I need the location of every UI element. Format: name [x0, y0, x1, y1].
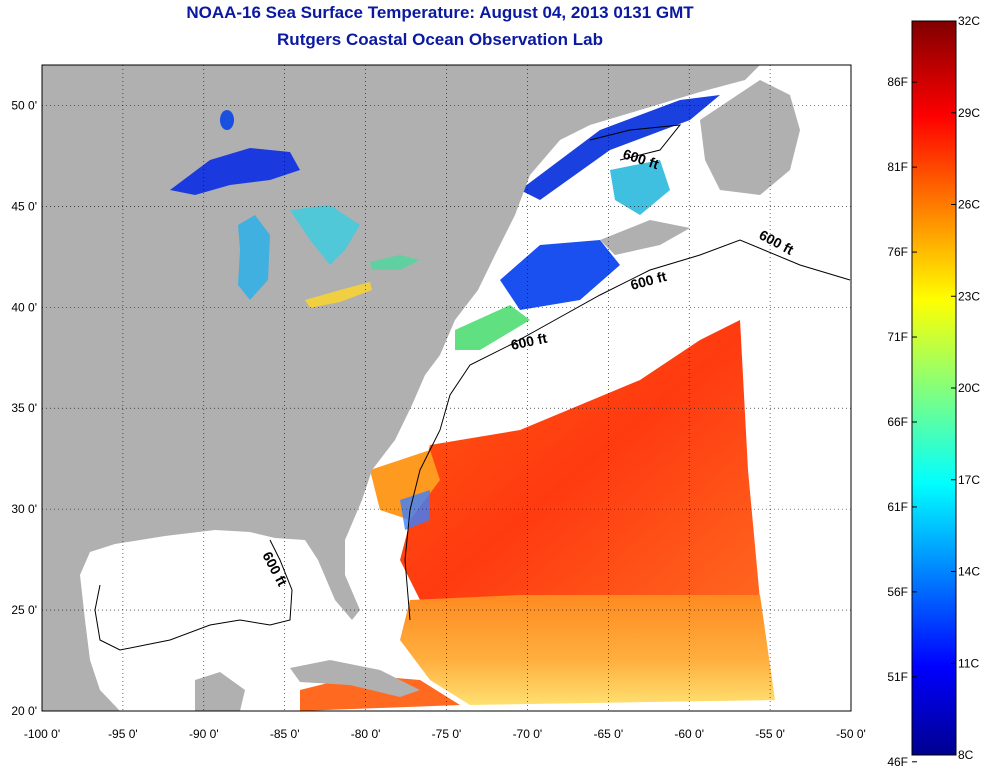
longitude-label: -75 0'	[432, 727, 462, 741]
colorbar-fahrenheit-label: 76F	[887, 245, 908, 259]
sst-coastal-blue-patch	[400, 490, 430, 530]
graticule	[42, 65, 851, 711]
longitude-label: -60 0'	[674, 727, 704, 741]
colorbar-fahrenheit-label: 51F	[887, 670, 908, 684]
sst-gulf-st-lawrence	[610, 160, 670, 215]
colorbar-celsius-label: 32C	[958, 14, 980, 28]
map-frame	[41, 64, 852, 712]
longitude-label: -85 0'	[270, 727, 300, 741]
lake-superior	[170, 148, 300, 195]
colorbar-fahrenheit-labels: 86F 81F 76F 71F 66F 61F 56F 51F 46F	[887, 75, 908, 769]
sst-gulf-of-maine	[500, 240, 620, 310]
longitude-label: -70 0'	[513, 727, 543, 741]
land-nova-scotia	[600, 220, 690, 255]
colorbar-fahrenheit-label: 71F	[887, 330, 908, 344]
map-title: NOAA-16 Sea Surface Temperature: August …	[186, 3, 694, 22]
colorbar-fahrenheit-label: 61F	[887, 500, 908, 514]
lake-ontario	[370, 255, 420, 270]
longitude-label: -100 0'	[24, 727, 60, 741]
map-subtitle: Rutgers Coastal Ocean Observation Lab	[277, 30, 603, 49]
colorbar-celsius-label: 17C	[958, 473, 980, 487]
colorbar-fahrenheit-label: 46F	[887, 755, 908, 769]
contour-label: 600 ft	[509, 330, 548, 353]
longitude-label: -90 0'	[189, 727, 219, 741]
latitude-label: 40 0'	[11, 300, 37, 314]
colorbar-fahrenheit-label: 66F	[887, 415, 908, 429]
colorbar-celsius-label: 23C	[958, 289, 980, 303]
lake-erie	[305, 282, 372, 308]
longitude-label: -50 0'	[836, 727, 866, 741]
contour-600ft-atlantic	[404, 239, 851, 621]
latitude-label: 50 0'	[11, 98, 37, 112]
sst-st-lawrence-river	[520, 95, 720, 200]
lake-nipigon	[220, 110, 234, 130]
sst-warm-swath	[400, 320, 760, 620]
colorbar-celsius-label: 20C	[958, 381, 980, 395]
sst-shelf-green	[455, 305, 530, 350]
colorbar-ticks	[912, 20, 956, 763]
colorbar-fahrenheit-label: 86F	[887, 75, 908, 89]
longitude-label: -55 0'	[755, 727, 785, 741]
latitude-label: 25 0'	[11, 603, 37, 617]
colorbar-celsius-label: 29C	[958, 106, 980, 120]
colorbar-celsius-label: 14C	[958, 565, 980, 579]
latitude-label: 35 0'	[11, 401, 37, 415]
colorbar-celsius-label: 11C	[958, 656, 979, 670]
colorbar	[911, 20, 957, 756]
longitude-label: -65 0'	[593, 727, 623, 741]
lake-huron	[290, 205, 360, 265]
latitude-label: 20 0'	[11, 704, 37, 718]
map-layers	[42, 65, 851, 711]
land-newfoundland	[700, 80, 800, 195]
contour-600ft-stlawrence	[589, 124, 682, 161]
lake-michigan	[238, 215, 270, 300]
land-yucatan	[195, 672, 245, 711]
land-north-america	[42, 65, 760, 711]
land-cuba	[290, 660, 420, 697]
colorbar-celsius-label: 26C	[958, 198, 980, 212]
colorbar-celsius-label: 8C	[958, 748, 974, 762]
latitude-label: 30 0'	[11, 502, 37, 516]
contour-600ft-gulf	[94, 539, 293, 651]
colorbar-fahrenheit-label: 81F	[887, 160, 908, 174]
longitude-label: -95 0'	[108, 727, 138, 741]
sst-south-swath	[400, 595, 775, 705]
latitude-label: 45 0'	[11, 199, 37, 213]
latitude-tick-labels: 20 0' 25 0' 30 0' 35 0' 40 0' 45 0' 50 0'	[11, 98, 37, 718]
colorbar-celsius-labels: 32C 29C 26C 23C 20C 17C 14C 11C 8C	[958, 14, 980, 762]
longitude-label: -80 0'	[351, 727, 381, 741]
longitude-tick-labels: -100 0' -95 0' -90 0' -85 0' -80 0' -75 0' -70…	[24, 727, 866, 741]
colorbar-fahrenheit-label: 56F	[887, 585, 908, 599]
